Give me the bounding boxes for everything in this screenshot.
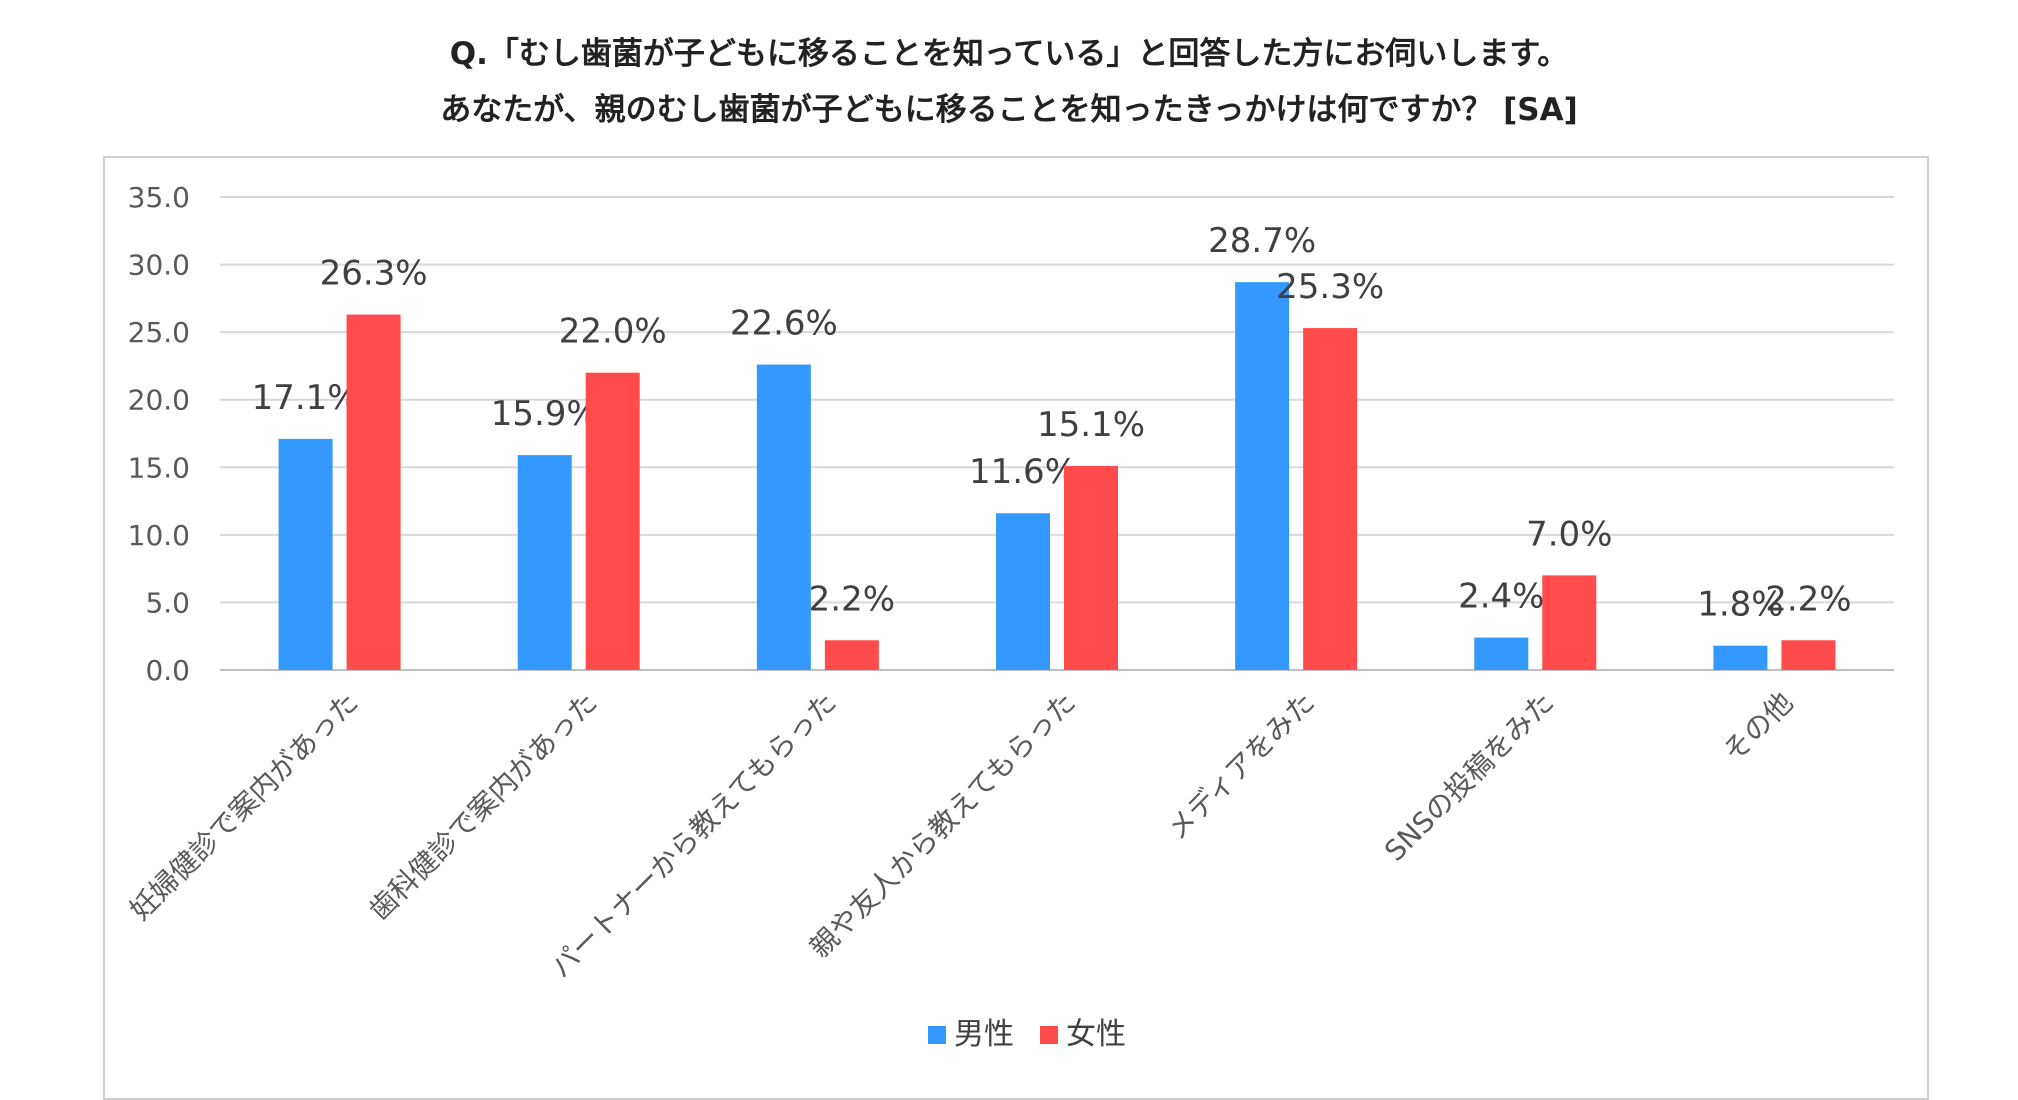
bar-male [278, 438, 333, 670]
data-label: 25.3% [1276, 267, 1384, 307]
bar-male [1235, 282, 1290, 670]
data-label: 22.0% [559, 312, 667, 352]
y-tick-label: 30.0 [128, 249, 190, 282]
y-tick-label: 15.0 [128, 451, 190, 484]
bar-female [1542, 575, 1597, 670]
data-label: 7.0% [1526, 514, 1612, 554]
data-label: 15.9% [491, 394, 599, 434]
legend-label: 女性 [1066, 1017, 1126, 1052]
y-tick-label: 5.0 [145, 586, 190, 619]
bar-male [1474, 637, 1529, 670]
bar-male [1713, 645, 1768, 670]
data-label: 2.2% [809, 579, 895, 619]
bar-female [824, 640, 879, 670]
data-label: 15.1% [1037, 405, 1145, 445]
bar-female [1064, 465, 1118, 670]
y-tick-label: 35.0 [128, 181, 190, 214]
data-label: 2.2% [1765, 579, 1851, 619]
chart-title-line2: あなたが、親のむし歯菌が子どもに移ることを知ったきっかけは何ですか？ [SA] [440, 92, 1578, 128]
legend-swatch-female [1040, 1026, 1058, 1044]
bar-male [996, 513, 1050, 670]
category-label: パートナーから教えてもらった [544, 686, 843, 985]
legend-label: 男性 [954, 1017, 1014, 1052]
y-tick-label: 10.0 [128, 519, 190, 552]
data-label: 17.1% [252, 378, 360, 418]
bar-female [1303, 328, 1358, 670]
bar-female [1781, 640, 1836, 670]
data-label: 22.6% [730, 304, 838, 344]
bar-female [346, 314, 401, 670]
category-label: 妊婦健診で案内があった [123, 686, 364, 927]
bar-male [756, 364, 811, 670]
data-label: 1.8% [1697, 585, 1783, 625]
y-tick-label: 20.0 [128, 384, 190, 417]
bar-male [517, 455, 572, 670]
data-label: 2.4% [1458, 577, 1544, 617]
category-label: SNSの投稿をみた [1378, 686, 1560, 868]
legend-swatch-male [928, 1026, 946, 1044]
data-label: 11.6% [969, 452, 1077, 492]
data-label: 26.3% [320, 254, 428, 294]
category-label: その他 [1717, 686, 1800, 769]
y-tick-label: 25.0 [128, 316, 190, 349]
y-tick-label: 0.0 [145, 654, 190, 687]
category-label: 歯科健診で案内があった [363, 686, 604, 927]
category-label: メディアをみた [1161, 686, 1322, 847]
data-label: 28.7% [1208, 221, 1316, 261]
category-label: 親や友人から教えてもらった [803, 686, 1082, 965]
chart-title-line1: Q.「むし歯菌が子どもに移ることを知っている」と回答した方にお伺いします。 [449, 36, 1569, 72]
bar-female [585, 372, 640, 670]
